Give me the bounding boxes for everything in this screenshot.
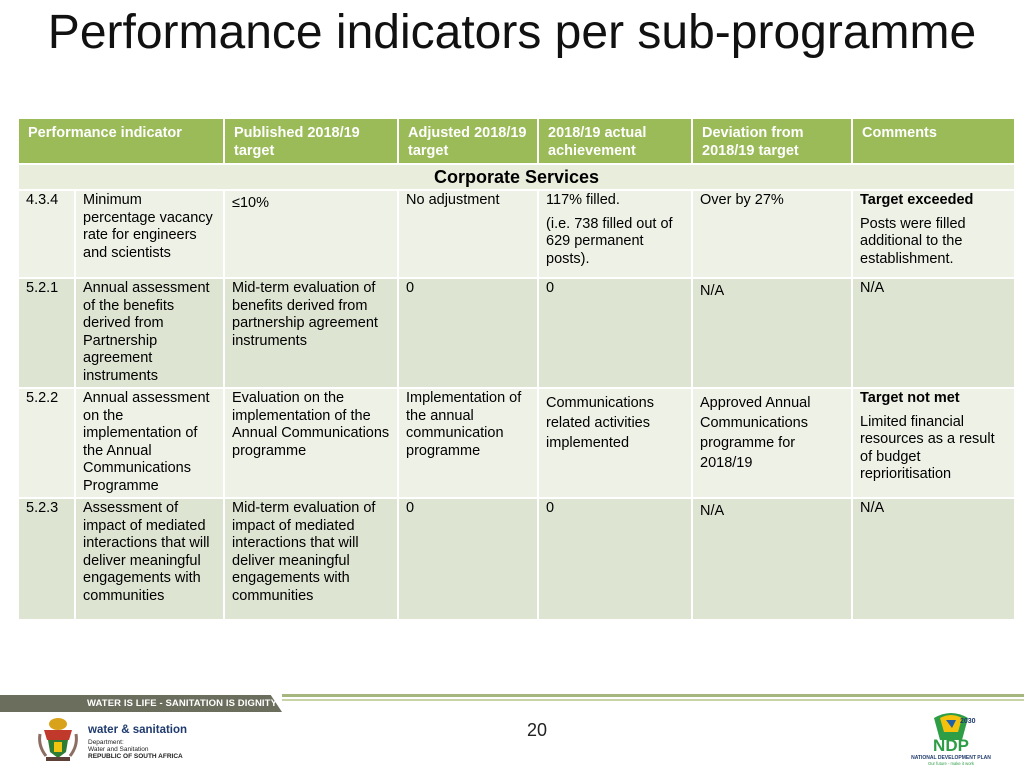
table-row: 5.2.1 Annual assessment of the benefits … xyxy=(17,277,1017,389)
table-row: 4.3.4 Minimum percentage vacancy rate fo… xyxy=(17,189,1017,279)
footer-band-line xyxy=(282,694,1024,697)
header-performance-indicator: Performance indicator xyxy=(16,117,226,165)
header-comments: Comments xyxy=(851,117,1017,165)
table-row: 5.2.3 Assessment of impact of mediated i… xyxy=(17,497,1017,621)
comments: Target exceeded Posts were filled additi… xyxy=(851,189,1017,279)
indicator-name: Minimum percentage vacancy rate for engi… xyxy=(73,189,226,279)
department-label: Water and Sanitation xyxy=(88,746,149,753)
svg-text:2030: 2030 xyxy=(960,718,976,725)
footer-slogan: WATER IS LIFE - SANITATION IS DIGNITY xyxy=(87,698,278,709)
svg-text:NATIONAL DEVELOPMENT PLAN: NATIONAL DEVELOPMENT PLAN xyxy=(911,755,991,761)
actual-achievement: 0 xyxy=(537,277,694,389)
comment-text: Limited financial resources as a result … xyxy=(860,413,995,483)
published-target: Mid-term evaluation of impact of mediate… xyxy=(223,497,400,621)
page-title: Performance indicators per sub-programme xyxy=(47,6,977,59)
performance-table: Performance indicator Published 2018/19 … xyxy=(16,117,1017,621)
section-title: Corporate Services xyxy=(16,163,1017,191)
indicator-number: 4.3.4 xyxy=(17,189,76,279)
department-subtitle: Department: Water and Sanitation REPUBLI… xyxy=(88,739,198,760)
table-row: 5.2.2 Annual assessment on the implement… xyxy=(17,387,1017,499)
page-number: 20 xyxy=(526,720,548,740)
header-actual-achievement: 2018/19 actual achievement xyxy=(537,117,694,165)
indicator-name: Assessment of impact of mediated interac… xyxy=(73,497,226,621)
indicator-number: 5.2.2 xyxy=(17,387,76,499)
actual-achievement: Communications related activities implem… xyxy=(546,395,655,451)
svg-text:Our future - make it work: Our future - make it work xyxy=(928,761,975,766)
deviation: N/A xyxy=(700,283,725,299)
actual-achievement: 0 xyxy=(537,497,694,621)
achievement-line: 117% filled. xyxy=(546,192,620,208)
department-logo: water & sanitation Department: Water and… xyxy=(36,716,196,762)
published-target: Mid-term evaluation of benefits derived … xyxy=(223,277,400,389)
adjusted-target: 0 xyxy=(397,497,540,621)
comment-status: Target not met xyxy=(860,390,960,406)
indicator-name: Annual assessment of the benefits derive… xyxy=(73,277,226,389)
indicator-name: Annual assessment on the implementation … xyxy=(73,387,226,499)
comments: N/A xyxy=(851,277,1017,389)
adjusted-target: No adjustment xyxy=(397,189,540,279)
footer-band-line xyxy=(282,699,1024,701)
comments: Target not met Limited financial resourc… xyxy=(851,387,1017,499)
header-adjusted-target: Adjusted 2018/19 target xyxy=(397,117,540,165)
department-country: REPUBLIC OF SOUTH AFRICA xyxy=(88,753,183,760)
comments: N/A xyxy=(851,497,1017,621)
adjusted-target: Implementation of the annual communicati… xyxy=(397,387,540,499)
section-row: Corporate Services xyxy=(16,163,1017,191)
published-target: Evaluation on the implementation of the … xyxy=(223,387,400,499)
indicator-number: 5.2.1 xyxy=(17,277,76,389)
deviation: Approved Annual Communications programme… xyxy=(700,395,811,471)
deviation: N/A xyxy=(700,503,725,519)
footer-band xyxy=(0,695,282,712)
indicator-number: 5.2.3 xyxy=(17,497,76,621)
published-target: ≤10% xyxy=(232,195,269,211)
comment-text: Posts were filled additional to the esta… xyxy=(860,215,966,267)
svg-text:NDP: NDP xyxy=(933,736,969,755)
comment-status: Target exceeded xyxy=(860,192,974,208)
department-label: Department: xyxy=(88,739,124,746)
actual-achievement: 117% filled. (i.e. 738 filled out of 629… xyxy=(537,189,694,279)
achievement-detail: (i.e. 738 filled out of 629 permanent po… xyxy=(546,215,673,267)
department-name: water & sanitation xyxy=(88,724,188,736)
header-deviation: Deviation from 2018/19 target xyxy=(691,117,854,165)
ndp-2030-logo-icon: 2030 NDP NATIONAL DEVELOPMENT PLAN Our f… xyxy=(911,713,991,766)
adjusted-target: 0 xyxy=(397,277,540,389)
coat-of-arms-icon xyxy=(38,718,78,761)
table-header-row: Performance indicator Published 2018/19 … xyxy=(16,117,1017,165)
header-published-target: Published 2018/19 target xyxy=(223,117,400,165)
deviation: Over by 27% xyxy=(691,189,854,279)
